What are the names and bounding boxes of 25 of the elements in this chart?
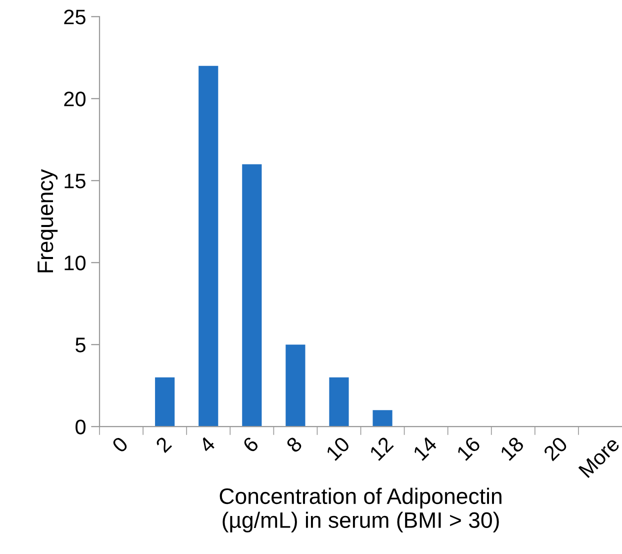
x-tick-label: 4 (198, 436, 216, 454)
y-tick-label: 20 (64, 92, 86, 106)
bar (198, 66, 218, 427)
y-tick-label: 15 (64, 174, 86, 188)
bar (242, 164, 262, 427)
x-tick-label: 20 (542, 436, 568, 462)
x-tick-label: 0 (111, 436, 129, 454)
x-tick-label: 12 (368, 436, 394, 461)
bar (155, 377, 175, 427)
y-axis-title: Frequency (38, 169, 58, 272)
x-axis-title: Concentration of Adiponectin (µg/mL) in serum (BMI > 30) (220, 488, 502, 532)
x-tick-label: 10 (325, 436, 351, 461)
bar (329, 377, 349, 427)
x-tick-label: 6 (242, 436, 260, 454)
y-tick-label: 5 (76, 338, 86, 352)
x-tick-label: 14 (412, 436, 438, 461)
y-tick-label: 0 (76, 420, 86, 434)
x-tick-label: 18 (500, 436, 525, 461)
x-tick-label: 2 (155, 436, 172, 454)
y-tick-label: 25 (64, 10, 86, 24)
bar (372, 410, 392, 427)
y-tick-label: 10 (64, 256, 86, 270)
x-tick-label: 8 (286, 436, 303, 454)
bar (286, 344, 306, 427)
x-tick-label: 16 (456, 436, 482, 461)
